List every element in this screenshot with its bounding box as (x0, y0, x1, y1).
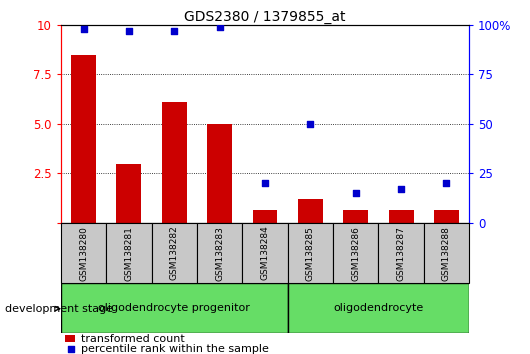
Text: GSM138287: GSM138287 (396, 225, 405, 281)
Bar (288, 283, 469, 333)
Point (215, 24, 224, 30)
Point (170, 28, 179, 34)
Bar (117, 164, 142, 223)
Point (125, 28, 133, 34)
Text: GSM138283: GSM138283 (215, 225, 224, 281)
Point (442, 181, 450, 186)
Point (351, 190, 360, 196)
Text: development stage: development stage (5, 304, 113, 314)
Bar (434, 210, 459, 223)
Bar (378, 223, 423, 283)
Bar (107, 223, 152, 283)
Bar (333, 223, 378, 283)
Bar (288, 223, 333, 283)
Point (67, 346, 75, 352)
Text: GSM138284: GSM138284 (261, 226, 269, 280)
Bar (152, 223, 197, 283)
Text: GSM138282: GSM138282 (170, 226, 179, 280)
Text: GSM138280: GSM138280 (79, 225, 88, 281)
Bar (388, 210, 413, 223)
Bar (252, 210, 278, 223)
Bar (162, 102, 187, 223)
Bar (298, 199, 323, 223)
Bar (207, 124, 232, 223)
Bar (61, 223, 107, 283)
Bar (61, 283, 288, 333)
Text: GSM138281: GSM138281 (125, 225, 134, 281)
Text: GSM138286: GSM138286 (351, 225, 360, 281)
Bar (71, 55, 96, 223)
Point (261, 181, 269, 186)
Text: transformed count: transformed count (82, 334, 185, 344)
Text: percentile rank within the sample: percentile rank within the sample (82, 344, 269, 354)
Text: GSM138288: GSM138288 (442, 225, 451, 281)
Title: GDS2380 / 1379855_at: GDS2380 / 1379855_at (184, 10, 346, 24)
Text: oligodendrocyte progenitor: oligodendrocyte progenitor (99, 303, 250, 313)
Point (397, 187, 405, 192)
Bar (65, 335, 75, 342)
Text: oligodendrocyte: oligodendrocyte (333, 303, 423, 313)
Bar (197, 223, 242, 283)
Bar (242, 223, 288, 283)
Point (306, 121, 315, 127)
Point (80, 26, 88, 32)
Text: GSM138285: GSM138285 (306, 225, 315, 281)
Bar (343, 210, 368, 223)
Bar (423, 223, 469, 283)
